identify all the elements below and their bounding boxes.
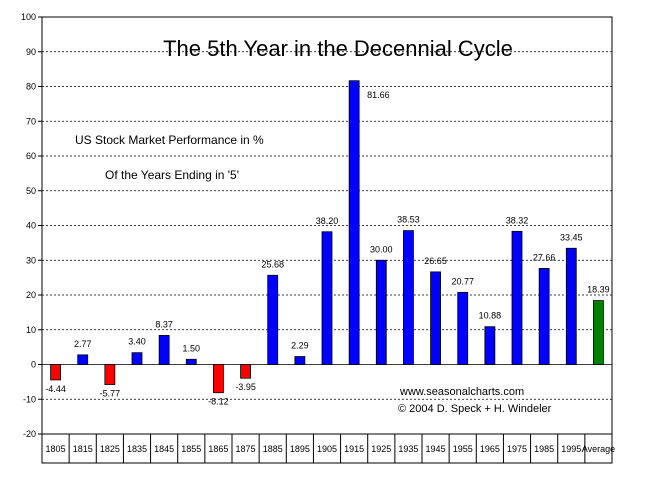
bar xyxy=(131,352,143,365)
category-label: 1915 xyxy=(344,444,364,454)
value-label: 33.45 xyxy=(560,232,583,242)
bar xyxy=(50,364,61,381)
category-label: 1825 xyxy=(100,444,120,454)
y-tick-label: -20 xyxy=(23,429,36,439)
y-tick-label: 20 xyxy=(26,290,36,300)
y-tick-label: 30 xyxy=(26,255,36,265)
category-label: 1925 xyxy=(371,444,391,454)
bar xyxy=(375,259,387,365)
bar xyxy=(240,364,251,379)
category-label: 1855 xyxy=(181,444,201,454)
bar xyxy=(565,247,577,365)
y-tick-label: 50 xyxy=(26,186,36,196)
bar xyxy=(457,291,469,365)
value-label: 30.00 xyxy=(370,244,393,254)
value-label: 81.66 xyxy=(367,90,390,100)
value-label: -5.77 xyxy=(100,389,121,399)
category-label: 1935 xyxy=(398,444,418,454)
bar xyxy=(348,80,360,365)
category-label: 1995 xyxy=(561,444,581,454)
category-label: 1805 xyxy=(46,444,66,454)
category-label: 1905 xyxy=(317,444,337,454)
y-tick-label: 70 xyxy=(26,116,36,126)
value-label: 2.29 xyxy=(291,341,309,351)
value-label: 26.65 xyxy=(424,256,447,266)
category-axis: 1805 1815 1825 1835 1845 1855 1865 1875 1885 1895… xyxy=(41,433,615,464)
value-label: 25.68 xyxy=(261,259,284,269)
bar xyxy=(77,354,89,365)
bar xyxy=(213,364,224,394)
credit-website: www.seasonalcharts.com xyxy=(399,386,524,398)
y-tick-label: -10 xyxy=(23,394,36,404)
value-label: 10.88 xyxy=(479,311,502,321)
bar xyxy=(104,364,116,385)
bar xyxy=(158,335,170,365)
category-label: 1945 xyxy=(426,444,446,454)
category-label: 1885 xyxy=(263,444,283,454)
category-label: 1895 xyxy=(290,444,310,454)
average-bar xyxy=(593,300,604,365)
value-label: 38.20 xyxy=(316,216,339,226)
category-label: Average xyxy=(582,444,615,454)
category-label: 1845 xyxy=(154,444,174,454)
value-label: -8.12 xyxy=(208,397,229,407)
chart-title: The 5th Year in the Decennial Cycle xyxy=(163,36,513,61)
value-label: 27.66 xyxy=(533,252,556,262)
bar xyxy=(484,326,496,365)
value-label: -3.95 xyxy=(235,382,256,392)
chart-subtitle-line-1: US Stock Market Performance in % xyxy=(75,133,264,147)
y-tick-label: 100 xyxy=(21,12,36,22)
bar xyxy=(511,230,523,365)
category-axis-border xyxy=(41,433,613,464)
category-label: 1815 xyxy=(73,444,93,454)
y-axis-tick-labels: -20 -10 0 10 20 30 40 50 60 70 80 90 100 xyxy=(21,12,36,439)
category-label: 1975 xyxy=(507,444,527,454)
y-tick-label: 10 xyxy=(26,325,36,335)
value-label: 8.37 xyxy=(155,319,173,329)
value-label: 38.32 xyxy=(506,215,529,225)
category-label: 1955 xyxy=(453,444,473,454)
y-tick-label: 60 xyxy=(26,151,36,161)
bar xyxy=(267,274,279,365)
bar xyxy=(294,356,306,365)
credit-authors: © 2004 D. Speck + H. Windeler xyxy=(398,403,552,415)
bar xyxy=(185,358,197,365)
y-tick-label: 80 xyxy=(26,82,36,92)
value-label: 1.50 xyxy=(183,343,201,353)
category-label: 1985 xyxy=(534,444,554,454)
value-label: -4.44 xyxy=(45,384,66,394)
category-label: 1875 xyxy=(236,444,256,454)
bar xyxy=(538,267,550,365)
value-label: 20.77 xyxy=(451,276,474,286)
chart-subtitle-line-2: Of the Years Ending in '5' xyxy=(105,168,239,182)
value-labels: -4.44 2.77 -5.77 3.40 8.37 1.50 -8.12 -3.95 25.6… xyxy=(45,90,609,407)
bar xyxy=(430,271,441,365)
category-label: 1865 xyxy=(208,444,228,454)
value-label: 2.77 xyxy=(74,339,92,349)
value-label: 18.39 xyxy=(587,285,610,295)
y-tick-label: 0 xyxy=(31,360,36,370)
category-label: 1965 xyxy=(480,444,500,454)
value-label: 3.40 xyxy=(128,337,146,347)
value-label: 38.53 xyxy=(397,215,420,225)
y-tick-label: 90 xyxy=(26,47,36,57)
bar xyxy=(321,231,333,365)
category-label: 1835 xyxy=(127,444,147,454)
bars xyxy=(50,80,604,394)
bar xyxy=(403,230,414,365)
y-tick-label: 40 xyxy=(26,221,36,231)
